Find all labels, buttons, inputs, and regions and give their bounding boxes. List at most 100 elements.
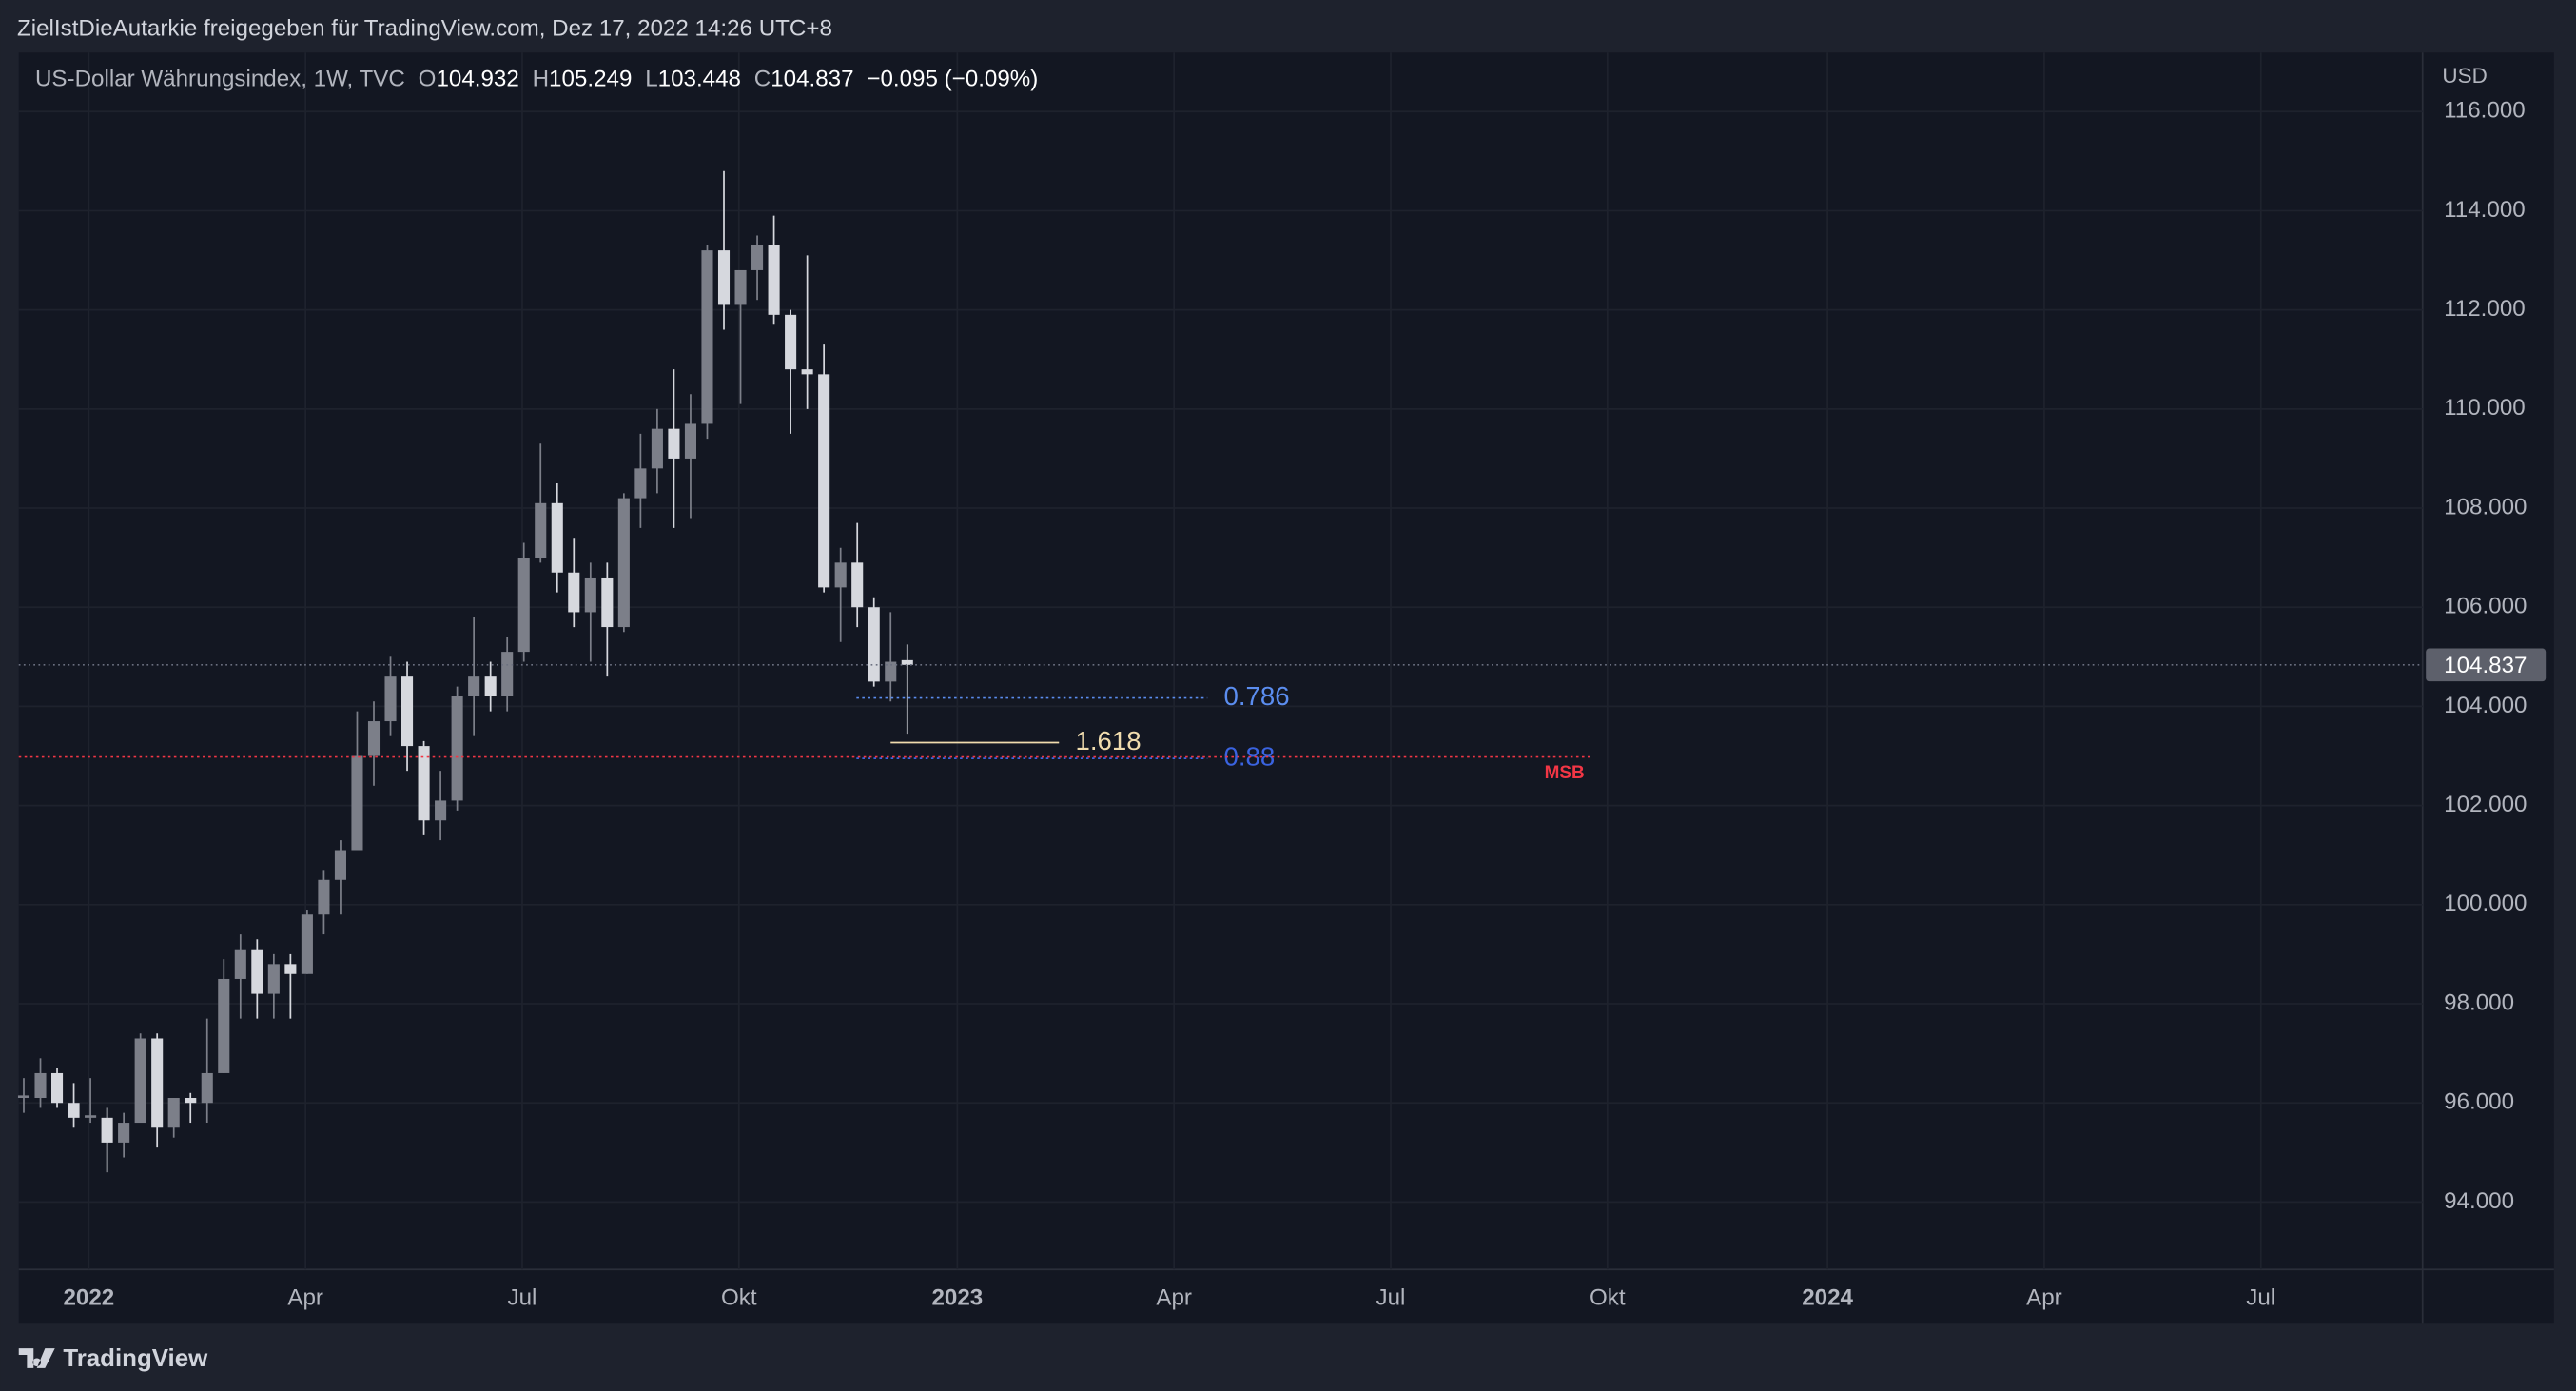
y-tick-label: 96.000 [2444, 1089, 2514, 1115]
candle-body [318, 879, 330, 915]
candle-body [851, 562, 864, 608]
x-tick-label: 2024 [1802, 1285, 1853, 1311]
y-tick-label: 102.000 [2444, 792, 2527, 817]
candle-body [167, 1098, 180, 1128]
candle-body [384, 676, 397, 722]
ohlc-value: 104.837 [771, 67, 853, 92]
ohlc-value: 105.249 [549, 67, 632, 92]
change: −0.095 (−0.09%) [867, 67, 1038, 92]
x-tick-label: Jul [2246, 1285, 2275, 1311]
candle-body [351, 755, 363, 851]
candle-body [185, 1098, 197, 1104]
candle-body [568, 572, 580, 613]
candle-body [818, 374, 830, 588]
candle-body [668, 428, 680, 459]
candle-body [868, 607, 880, 682]
candle-body [801, 369, 813, 375]
y-tick-label: 106.000 [2444, 594, 2527, 619]
y-tick-label: 94.000 [2444, 1188, 2514, 1214]
candle-body [634, 468, 647, 499]
candle-body [267, 964, 280, 994]
candle-body [234, 949, 246, 979]
candle-body [118, 1123, 130, 1143]
level-label: 1.618 [1076, 726, 1142, 755]
x-tick-label: Apr [1156, 1285, 1192, 1311]
x-tick-label: Apr [2026, 1285, 2062, 1311]
logo-mark [18, 1348, 55, 1368]
logo: TradingView [18, 1345, 208, 1372]
y-tick-label: 114.000 [2444, 197, 2526, 223]
y-tick-label: 108.000 [2444, 494, 2527, 519]
ohlc-letter: C [754, 67, 771, 92]
y-tick-label: 98.000 [2444, 989, 2514, 1015]
ohlc-value: 103.448 [658, 67, 741, 92]
y-tick-label: 112.000 [2444, 296, 2526, 322]
candle-body [535, 502, 547, 558]
candle-body [50, 1072, 64, 1104]
candle-body [885, 661, 897, 682]
candle-body [418, 746, 430, 821]
y-tick-label: 100.000 [2444, 891, 2527, 916]
candle-body [584, 577, 596, 613]
level-label: 0.786 [1223, 681, 1289, 711]
level-label: MSB [1545, 763, 1585, 783]
candle-body [334, 850, 346, 880]
candle-body [484, 676, 497, 697]
logo-text: TradingView [63, 1345, 208, 1372]
candle-body [367, 721, 381, 756]
price-tag-label: 104.837 [2444, 653, 2527, 678]
candle-body [301, 914, 313, 974]
y-tick-label: 110.000 [2444, 395, 2526, 421]
candle-body [201, 1072, 213, 1104]
candle-body [401, 676, 414, 747]
candle-body [468, 676, 480, 697]
candle-body [768, 245, 780, 315]
x-tick-label: 2023 [931, 1285, 983, 1311]
candle-body [68, 1103, 80, 1118]
candle-body [734, 269, 747, 305]
candle-body [517, 558, 530, 653]
price-tag [2426, 648, 2547, 682]
candle-body [617, 498, 630, 628]
y-tick-label: 116.000 [2444, 98, 2526, 124]
candle-body [17, 1095, 30, 1099]
ohlc-letter: L [645, 67, 657, 92]
candle-body [834, 562, 847, 588]
candle-body [717, 250, 731, 305]
x-tick-label: Jul [508, 1285, 537, 1311]
x-tick-label: Jul [1376, 1285, 1406, 1311]
candle-body [751, 245, 764, 270]
x-tick-label: Okt [1590, 1285, 1626, 1311]
plot: 94.000 96.000 98.000 100.000 102.000 104.000 1… [17, 52, 2547, 1311]
share-header: ZielIstDieAutarkie freigegeben für Tradi… [17, 15, 832, 41]
x-tick-label: 2022 [63, 1285, 114, 1311]
symbol: US-Dollar Währungsindex, 1W, TVC [35, 67, 405, 92]
candle-body [251, 949, 263, 994]
x-tick-label: Okt [721, 1285, 757, 1311]
candle-body [435, 800, 447, 821]
chart-pane [18, 52, 2554, 1324]
candle-body [134, 1038, 146, 1124]
candle-body [34, 1072, 47, 1099]
y-tick-label: 104.000 [2444, 693, 2527, 718]
axis-unit: USD [2442, 64, 2487, 88]
x-tick-label: Apr [287, 1285, 323, 1311]
candle-body [284, 964, 297, 974]
ohlc-letter: O [419, 67, 437, 92]
candle-body [451, 696, 463, 801]
legend: US-Dollar Währungsindex, 1W, TVC O104.932… [35, 67, 1038, 92]
candle-body [551, 502, 563, 573]
candle-body [701, 250, 713, 424]
candle-body [901, 659, 913, 665]
candle-body [651, 428, 663, 469]
candle-body [218, 978, 230, 1073]
candle-body [684, 423, 696, 459]
candle-body [85, 1115, 97, 1118]
ohlc-letter: H [533, 67, 549, 92]
candle-body [501, 652, 514, 697]
ohlc-value: 104.932 [436, 67, 518, 92]
candle-body [101, 1117, 113, 1143]
candle-body [785, 314, 797, 370]
candle-body [151, 1038, 164, 1128]
